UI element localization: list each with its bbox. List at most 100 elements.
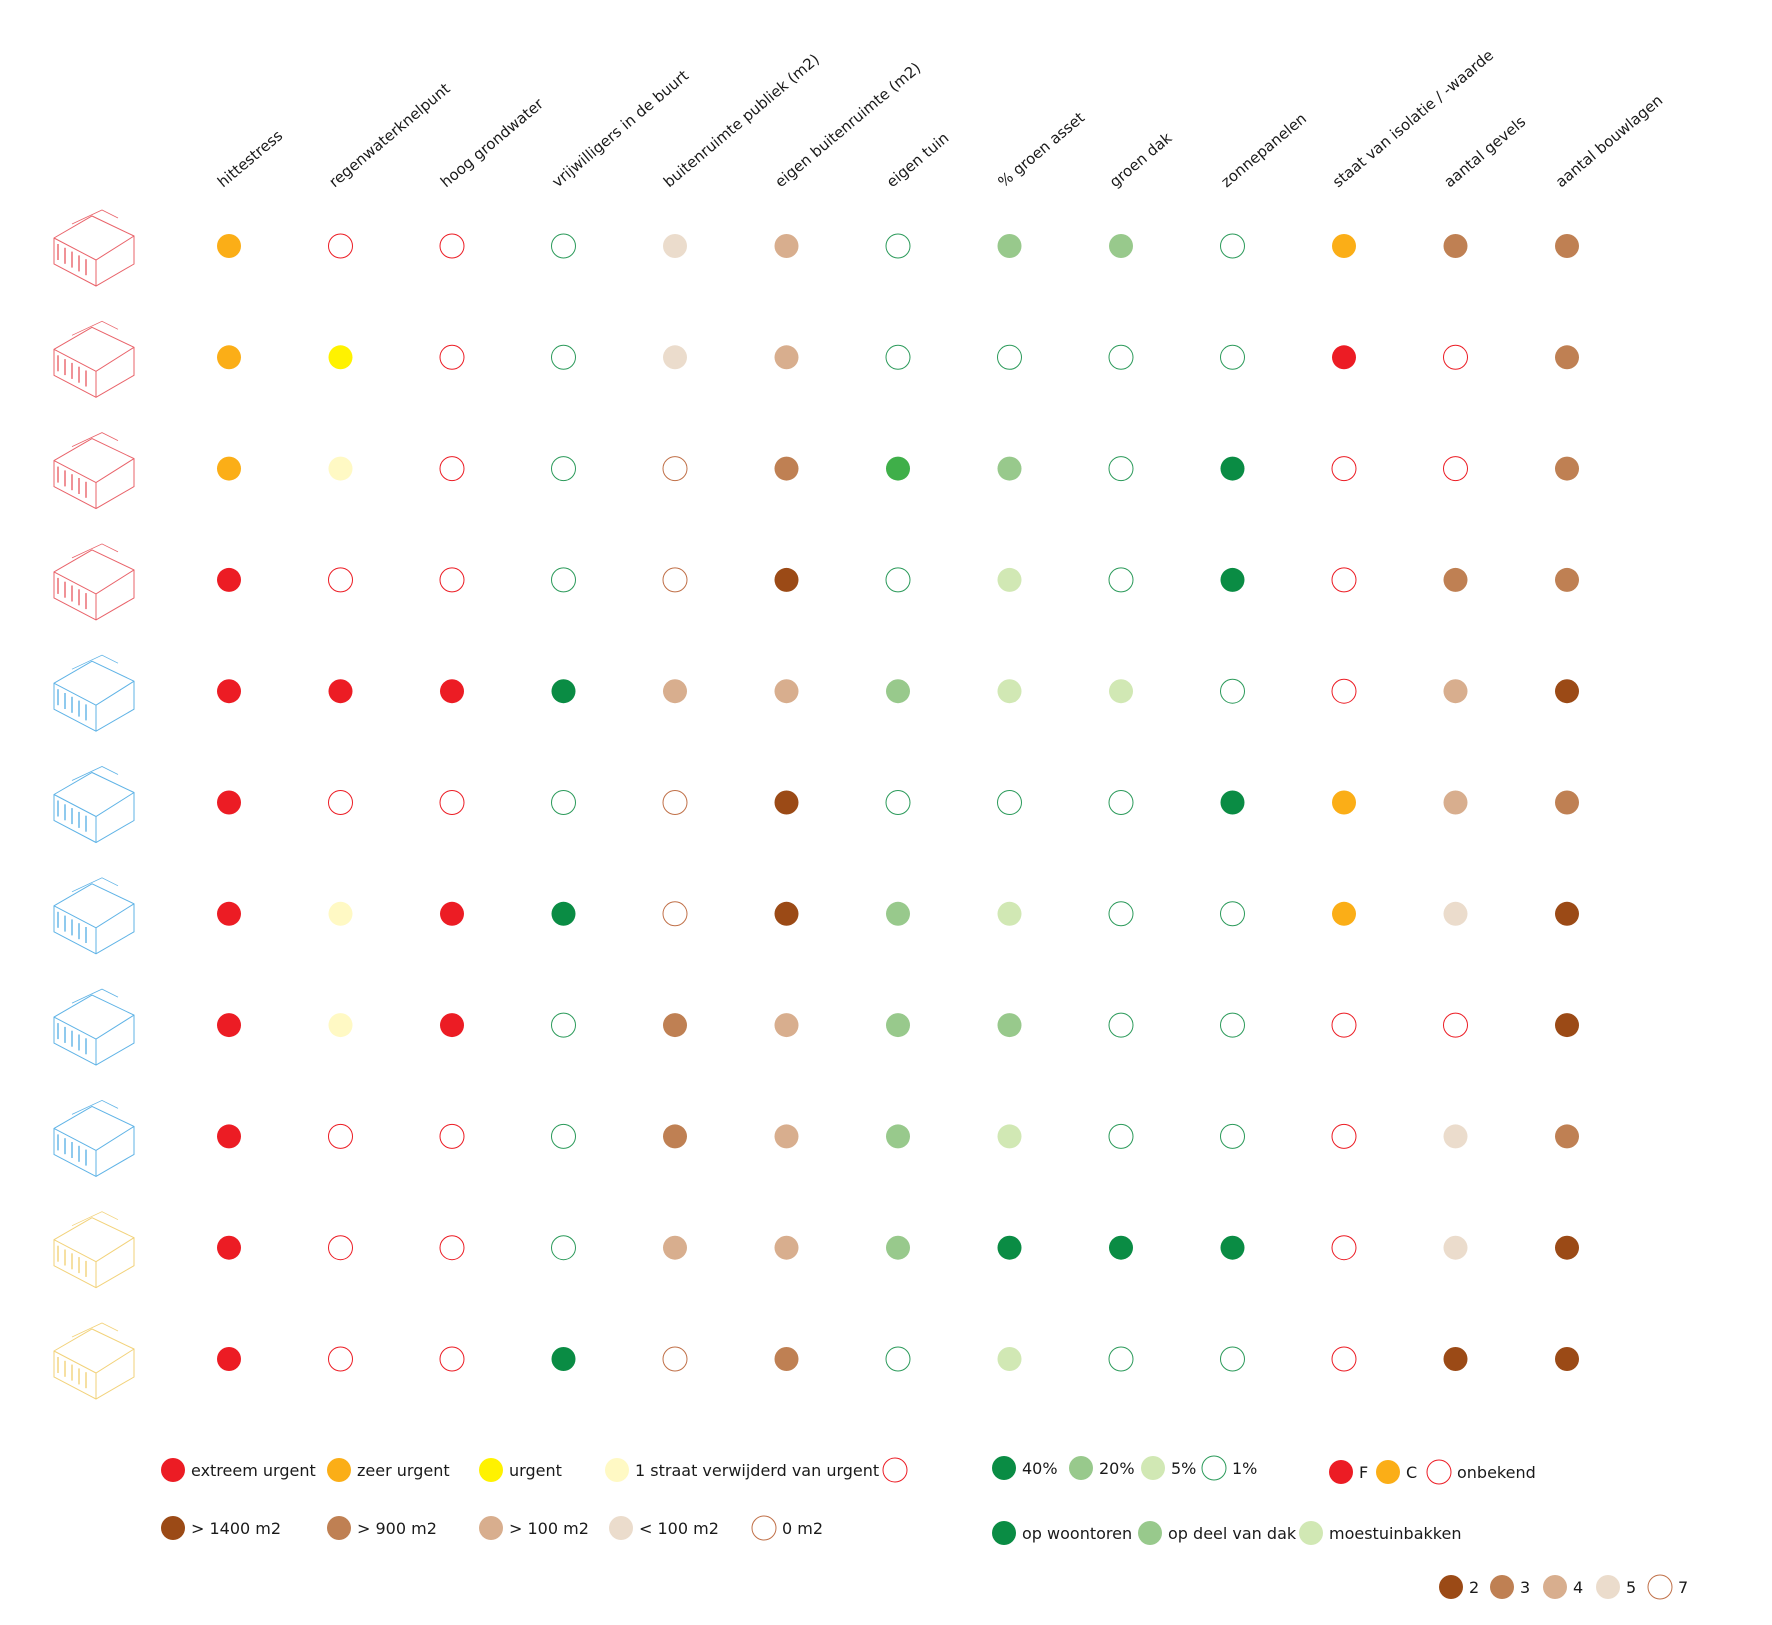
legend-label: > 100 m2 <box>509 1519 589 1538</box>
legend-swatch <box>1439 1575 1463 1599</box>
data-point <box>1555 1013 1579 1038</box>
legend-item: 4 <box>1543 1575 1583 1599</box>
data-point <box>997 901 1022 926</box>
data-point <box>1555 679 1579 704</box>
data-point <box>662 1346 688 1372</box>
data-point <box>1108 1123 1134 1149</box>
data-point <box>1220 233 1245 259</box>
data-point <box>886 1013 910 1038</box>
legend-swatch <box>479 1516 503 1540</box>
data-point <box>1108 1346 1134 1372</box>
data-point <box>774 456 799 481</box>
column-header: % groen asset <box>995 108 1089 191</box>
data-point <box>551 344 576 370</box>
data-point <box>1331 1123 1357 1149</box>
data-point <box>1443 679 1468 704</box>
data-point <box>551 790 576 815</box>
data-point <box>663 345 687 370</box>
column-header: regenwaterknelpunt <box>326 79 454 191</box>
building-icon <box>53 877 135 955</box>
legend-label: op deel van dak <box>1168 1524 1297 1543</box>
data-point <box>1108 344 1134 370</box>
data-point <box>1331 567 1357 593</box>
data-point <box>1220 1123 1245 1149</box>
data-point <box>1331 678 1357 704</box>
data-point <box>997 679 1022 704</box>
data-point <box>663 679 687 704</box>
data-point <box>1443 1235 1468 1260</box>
data-point <box>663 1235 687 1260</box>
data-point <box>439 344 465 370</box>
column-header: aantal gevels <box>1441 112 1530 191</box>
legend-item <box>882 1457 908 1483</box>
legend-swatch <box>1490 1575 1514 1599</box>
legend-swatch <box>992 1521 1016 1545</box>
data-point <box>1555 234 1579 258</box>
data-point <box>1109 1235 1133 1260</box>
legend-label: > 1400 m2 <box>191 1519 281 1538</box>
data-point <box>774 345 799 370</box>
data-point <box>1220 901 1245 927</box>
legend: extreem urgent zeer urgent urgent 1 straat … <box>161 1455 1688 1600</box>
data-point <box>217 1347 241 1371</box>
column-header: groen dak <box>1106 129 1176 191</box>
legend-swatch <box>327 1516 351 1540</box>
data-point <box>885 567 911 593</box>
legend-swatch <box>882 1457 908 1483</box>
legend-label: onbekend <box>1457 1463 1536 1482</box>
data-point <box>886 1124 910 1149</box>
data-point <box>774 1347 799 1371</box>
data-point <box>1555 1347 1579 1371</box>
data-point <box>997 1124 1022 1149</box>
legend-swatch <box>609 1516 633 1540</box>
data-point <box>1220 678 1245 704</box>
data-point <box>1443 567 1468 592</box>
building-icon <box>53 1322 135 1400</box>
data-point <box>551 1012 576 1038</box>
legend-item: < 100 m2 <box>609 1516 719 1540</box>
legend-label: 5 <box>1626 1578 1636 1597</box>
legend-label: op woontoren <box>1022 1524 1132 1543</box>
data-point <box>328 456 353 481</box>
data-point <box>551 679 576 704</box>
column-header: aantal bouwlagen <box>1552 91 1666 191</box>
data-point <box>1220 567 1245 592</box>
data-point <box>439 1235 465 1261</box>
data-point <box>662 901 688 927</box>
legend-label: urgent <box>509 1461 562 1480</box>
data-point <box>217 567 241 592</box>
data-point <box>1220 790 1245 815</box>
legend-swatch <box>751 1515 777 1541</box>
legend-swatch <box>992 1456 1016 1480</box>
data-point <box>774 567 799 592</box>
column-header: zonnepanelen <box>1218 109 1311 191</box>
data-point <box>551 456 576 482</box>
data-point <box>217 234 241 258</box>
data-point <box>1443 456 1468 482</box>
data-point <box>1443 790 1468 815</box>
data-point <box>217 1235 241 1260</box>
indicator-dots <box>217 233 1579 1372</box>
legend-item: extreem urgent <box>161 1458 316 1482</box>
data-point <box>217 790 241 815</box>
legend-label: 20% <box>1099 1459 1135 1478</box>
data-point <box>1332 790 1356 815</box>
column-header: eigen tuin <box>883 129 952 191</box>
legend-label: < 100 m2 <box>639 1519 719 1538</box>
data-point <box>328 679 353 704</box>
legend-label: zeer urgent <box>357 1461 450 1480</box>
legend-label: F <box>1359 1463 1368 1482</box>
data-point <box>328 345 353 370</box>
data-point <box>662 456 688 482</box>
data-point <box>886 901 910 926</box>
data-point <box>1220 344 1245 370</box>
data-point <box>662 567 688 593</box>
data-point <box>1332 234 1356 258</box>
data-point <box>885 1346 911 1372</box>
data-point <box>328 233 353 259</box>
legend-item: 1 straat verwijderd van urgent <box>605 1458 879 1482</box>
legend-label: C <box>1406 1463 1417 1482</box>
data-point <box>774 1013 799 1038</box>
legend-swatch <box>479 1458 503 1482</box>
